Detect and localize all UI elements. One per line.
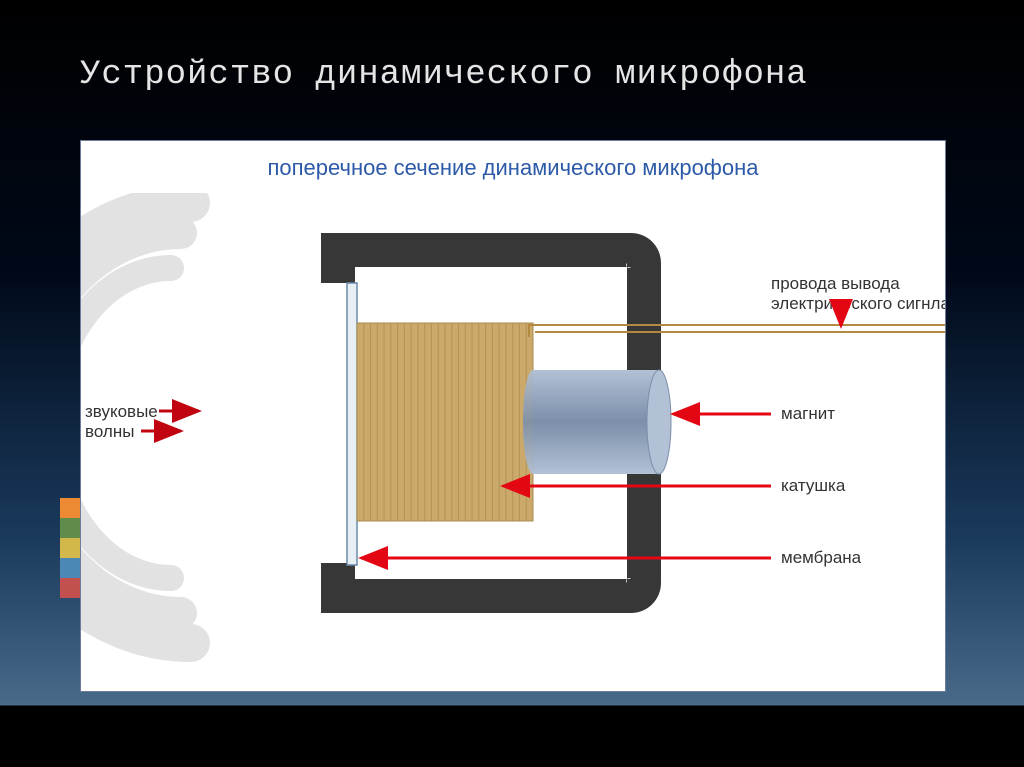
membrane (347, 283, 357, 565)
slide-title: Устройство динамического микрофона (80, 56, 808, 94)
diagram-label: мембрана (781, 548, 862, 567)
diagram-label: магнит (781, 404, 835, 423)
diagram-label: катушка (781, 476, 846, 495)
magnet-body (533, 370, 659, 474)
accent-side-tab (60, 498, 80, 598)
diagram-label: звуковые (85, 402, 158, 421)
diagram-panel: поперечное сечение динамического микрофо… (80, 140, 946, 692)
diagram-svg-wrap: звуковыеволны провода выводаэлектрическог… (81, 193, 945, 671)
diagram-svg: звуковыеволны провода выводаэлектрическог… (81, 193, 945, 671)
diagram-subtitle: поперечное сечение динамического микрофо… (81, 155, 945, 181)
diagram-label: электрического сигнла (771, 294, 945, 313)
diagram-label: волны (85, 422, 134, 441)
slide: Устройство динамического микрофона попер… (0, 0, 1024, 767)
diagram-label: провода вывода (771, 274, 900, 293)
magnet-cap (647, 370, 671, 474)
